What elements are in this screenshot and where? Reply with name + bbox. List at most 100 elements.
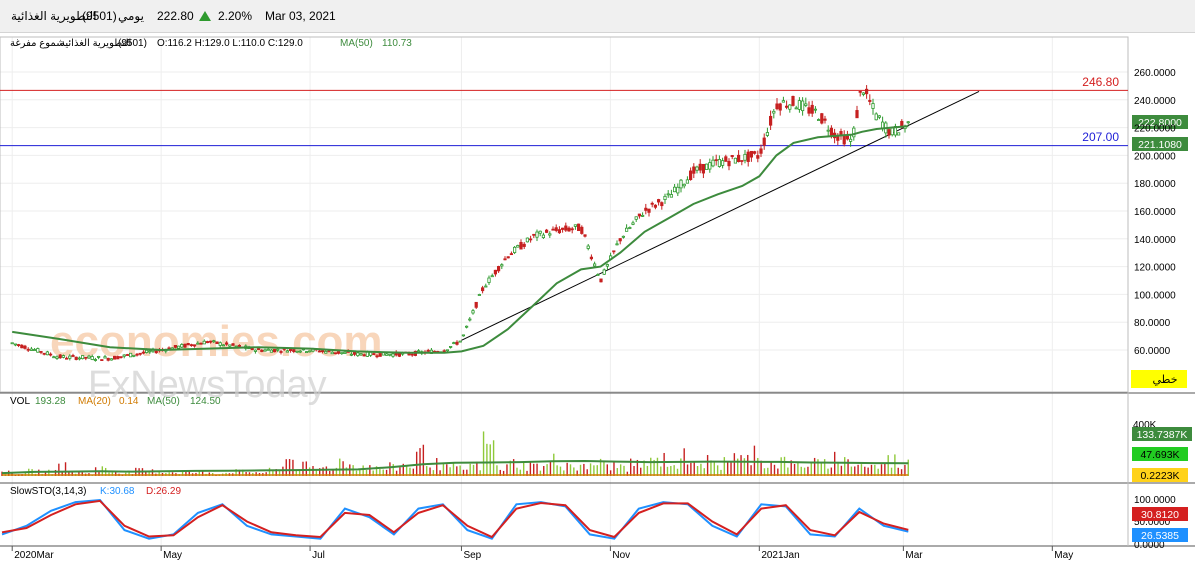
candle-body <box>788 104 792 110</box>
legend-ma-label: MA(50) <box>340 38 373 49</box>
candle-body <box>522 243 526 247</box>
candle-body <box>855 110 859 119</box>
candle-body <box>273 349 277 353</box>
candle-body <box>20 344 24 349</box>
candle-body <box>586 245 590 249</box>
candle-body <box>666 193 670 196</box>
chart-type-button[interactable]: خطي <box>1153 374 1178 386</box>
candle-body <box>257 348 261 350</box>
candle-body <box>516 245 520 248</box>
candle-body <box>573 224 578 227</box>
vol-tag1: 133.7387K <box>1137 429 1188 441</box>
candle-body <box>647 208 651 213</box>
ma50-line <box>12 125 909 354</box>
candle-body <box>215 341 219 344</box>
price-tag-box <box>1132 115 1188 129</box>
candle-body <box>628 227 632 229</box>
candle-body <box>772 110 776 114</box>
candle-body <box>484 285 488 288</box>
candle-body <box>65 357 69 360</box>
stoch-label: SlowSTO(3,14,3) <box>10 486 87 497</box>
candle-body <box>29 348 34 351</box>
candle-body <box>583 234 587 237</box>
candle-body <box>593 263 597 267</box>
candle-body <box>285 350 290 353</box>
candle-body <box>276 348 280 351</box>
candle-body <box>442 350 446 353</box>
candle-body <box>343 351 347 354</box>
candle-body <box>765 132 770 136</box>
candle-body <box>778 103 782 111</box>
candle-body <box>551 228 555 231</box>
candle-body <box>61 355 66 358</box>
candle-body <box>612 250 616 253</box>
candle-body <box>97 355 101 358</box>
candle-body <box>660 202 664 207</box>
quote-date: Mar 03, 2021 <box>265 9 336 23</box>
candle-body <box>183 343 187 348</box>
vol-tag2: 47.693K <box>1140 449 1179 461</box>
candle-body <box>189 344 194 347</box>
candle-body <box>141 351 146 354</box>
candle-body <box>410 353 414 356</box>
candle-body <box>145 349 149 353</box>
y-tick-label: 140.0000 <box>1134 235 1176 246</box>
candle-body <box>874 113 878 121</box>
candle-body <box>253 349 258 352</box>
y-tick-label: 160.0000 <box>1134 207 1176 218</box>
candle-body <box>714 159 718 162</box>
candle-body <box>295 350 299 353</box>
candle-body <box>701 163 706 174</box>
price-y-axis: 60.0000 80.0000 100.0000 120.0000 140.0000 16… <box>1134 68 1176 357</box>
x-tick-label: May <box>163 550 182 561</box>
x-tick-label: Nov <box>612 550 630 561</box>
candle-body <box>266 348 270 351</box>
candle-body <box>45 351 50 356</box>
candle-body <box>637 213 642 217</box>
candle-body <box>340 352 344 355</box>
candle-body <box>375 355 379 358</box>
candle-body <box>385 353 389 356</box>
candle-body <box>113 355 117 360</box>
chart-canvas[interactable]: economies.com FxNewsToday شموع مفرغة الت… <box>0 32 1195 564</box>
candle-body <box>561 227 565 230</box>
candle-body <box>221 344 226 347</box>
vol-tag3-box <box>1132 468 1188 482</box>
candle-body <box>497 266 501 272</box>
candle-body <box>58 354 62 359</box>
candle-body <box>417 350 421 353</box>
candle-body <box>785 105 789 108</box>
candle-body <box>81 355 85 360</box>
candle-body <box>759 148 763 154</box>
candle-body <box>77 357 82 360</box>
chart-type-button-box[interactable] <box>1131 370 1187 388</box>
candle-body <box>109 358 114 361</box>
candle-body <box>890 127 894 136</box>
candle-body <box>202 340 206 345</box>
candle-body <box>445 349 450 352</box>
candle-body <box>698 163 702 171</box>
legend-name: التطويرية الغذائية <box>60 38 131 49</box>
x-tick-label: Sep <box>463 550 481 561</box>
candle-body <box>538 230 542 234</box>
candle-body <box>541 234 546 239</box>
candle-body <box>519 241 523 250</box>
candle-body <box>353 351 357 355</box>
candle-body <box>791 95 795 106</box>
candle-body <box>321 350 325 353</box>
candle-body <box>23 345 27 349</box>
candle-body <box>532 233 536 236</box>
candle-body <box>602 269 606 275</box>
candle-body <box>154 350 158 354</box>
candle-body <box>42 352 46 355</box>
candle-body <box>180 344 184 348</box>
vol-ma2-label: MA(50) <box>147 396 180 407</box>
candle-body <box>887 129 891 136</box>
candle-body <box>797 100 802 110</box>
y-tick-label: 260.0000 <box>1134 68 1176 79</box>
candle-body <box>228 344 232 347</box>
candle-body <box>39 351 43 353</box>
symbol-code: (9501) <box>82 9 117 23</box>
candle-body <box>359 353 363 356</box>
candle-body <box>218 342 222 346</box>
